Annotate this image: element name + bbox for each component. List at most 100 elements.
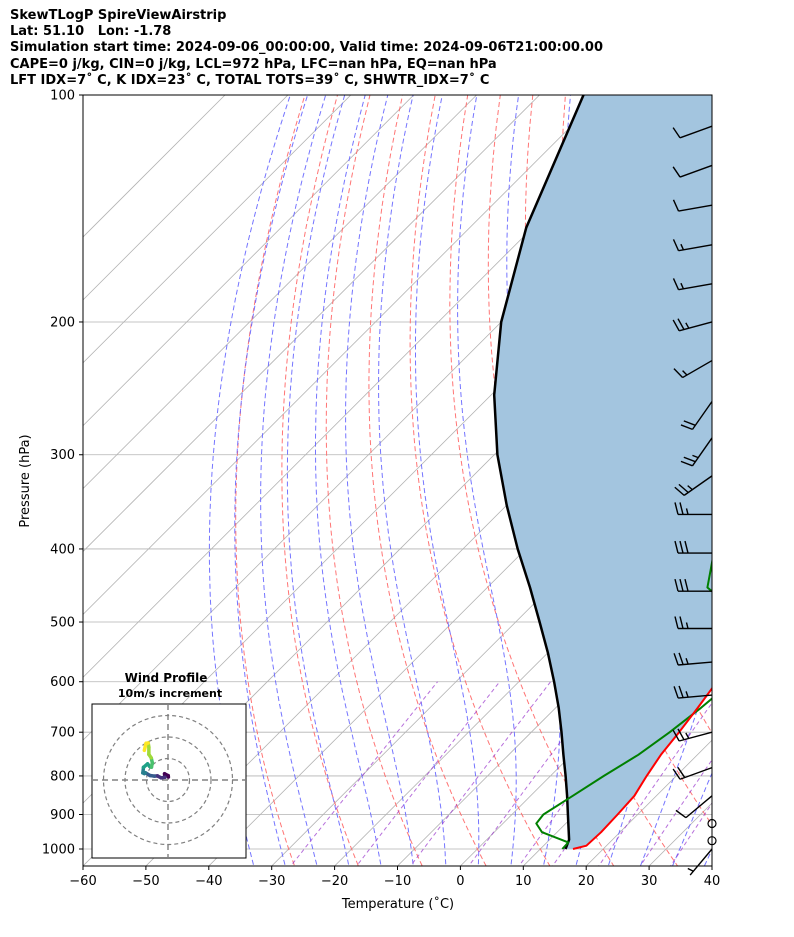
data-lines	[492, 95, 712, 850]
barb-flag	[679, 540, 684, 554]
wind-barb	[672, 239, 713, 252]
y-tick-label: 300	[50, 448, 75, 463]
wind-barb	[673, 652, 713, 666]
barb-shaft	[683, 475, 713, 496]
title-indices: LFT IDX=7˚ C, K IDX=23˚ C, TOTAL TOTS=39…	[10, 72, 490, 88]
title-station: SkewTLogP SpireViewAirstrip	[10, 8, 227, 23]
dry-adiabat	[790, 61, 794, 881]
barb-half-flag	[685, 732, 690, 739]
calm-wind-circle	[707, 836, 717, 846]
barb-flag	[673, 653, 679, 666]
isotherm	[396, 550, 712, 866]
x-axis-label: Temperature (˚C)	[341, 896, 454, 912]
y-tick-label: 400	[50, 542, 75, 557]
y-tick-label: 200	[50, 315, 75, 330]
isotherm	[83, 95, 415, 427]
hodograph-title: Wind Profile	[125, 671, 208, 685]
isotherm	[83, 95, 541, 553]
barb-flag	[672, 239, 680, 251]
wind-barb	[673, 359, 713, 379]
barb-flag	[674, 502, 679, 515]
barb-flag	[677, 318, 685, 330]
barb-flag	[683, 420, 696, 426]
barb-flag	[672, 278, 680, 291]
barb-half-flag	[687, 867, 694, 872]
barb-shaft	[679, 125, 713, 139]
isotherm	[83, 95, 478, 490]
dewpoint-line	[535, 557, 712, 850]
barb-half-flag	[685, 691, 689, 698]
y-tick-label: 1000	[42, 843, 75, 858]
barb-flag	[683, 456, 696, 463]
barb-flag	[672, 199, 680, 212]
wind-barb	[707, 836, 717, 846]
wind-barb	[680, 437, 713, 467]
x-tick-label: 20	[578, 874, 595, 889]
barb-flag	[679, 578, 684, 592]
barb-shaft	[678, 283, 713, 291]
barb-flag	[672, 319, 680, 332]
wind-barb	[672, 766, 713, 780]
y-axis-label: Pressure (hPa)	[18, 434, 33, 527]
barb-shaft	[679, 766, 713, 780]
isotherm	[83, 95, 289, 301]
temperature-line	[572, 686, 712, 850]
title-stability: CAPE=0 j/kg, CIN=0 j/kg, LCL=972 hPa, LF…	[10, 56, 497, 72]
mixing-ratio-line	[639, 758, 712, 866]
barb-shaft	[678, 731, 713, 742]
wind-barb	[672, 199, 713, 212]
isotherm	[83, 95, 226, 238]
wind-barb	[674, 502, 712, 516]
barb-shaft	[682, 359, 713, 379]
barb-flag	[672, 729, 680, 742]
mixing-ratio-line	[598, 702, 712, 866]
moist-adiabat	[286, 95, 350, 866]
barb-flag	[678, 652, 684, 665]
x-tick-label: −30	[258, 874, 285, 889]
moist-adiabat	[457, 95, 517, 866]
x-tick-label: 0	[456, 874, 464, 889]
moist-adiabat	[234, 95, 309, 866]
barb-shaft	[678, 694, 713, 699]
wind-barb	[675, 795, 713, 819]
title-times: Simulation start time: 2024-09-06_00:00:…	[10, 40, 603, 56]
moist-adiabat	[345, 95, 414, 866]
barb-flag	[673, 368, 684, 379]
isotherm	[83, 95, 603, 615]
y-tick-label: 900	[50, 808, 75, 823]
barb-half-flag	[685, 658, 689, 665]
hodograph-inset: Wind Profile 10m/s increment	[91, 671, 247, 859]
dry-adiabat	[449, 95, 615, 866]
cin-shading	[494, 95, 712, 849]
hodograph-frame	[91, 703, 247, 859]
mixing-ratio-line	[355, 681, 501, 866]
isotherm	[83, 95, 352, 364]
barb-flag	[672, 166, 681, 178]
wind-barb	[687, 848, 713, 876]
moist-adiabat	[415, 95, 480, 866]
barb-half-flag	[680, 282, 685, 290]
barb-half-flag	[692, 454, 699, 459]
barb-flag	[674, 486, 685, 496]
chart-title-block: SkewTLogP SpireViewAirstrip Lat: 51.10 L…	[10, 8, 603, 89]
dry-adiabat	[325, 95, 423, 866]
barb-flag	[673, 686, 679, 699]
wind-barb	[672, 278, 713, 291]
y-tick-label: 500	[50, 616, 75, 631]
barb-flag	[680, 424, 693, 431]
barb-flag	[678, 685, 684, 698]
barb-flag	[674, 578, 679, 592]
moist-adiabat	[639, 662, 712, 866]
barb-flag	[674, 616, 679, 629]
y-tick-label: 600	[50, 675, 75, 690]
moist-adiabat	[260, 95, 327, 866]
barb-half-flag	[685, 622, 689, 629]
wind-barb	[672, 728, 713, 742]
barb-shaft	[689, 848, 713, 876]
y-tick-label: 100	[50, 89, 75, 104]
barb-half-flag	[685, 322, 690, 329]
barb-shaft	[678, 244, 713, 252]
parcel-profile-line	[492, 95, 585, 850]
barb-shaft	[691, 437, 713, 467]
dry-adiabat	[368, 95, 487, 866]
